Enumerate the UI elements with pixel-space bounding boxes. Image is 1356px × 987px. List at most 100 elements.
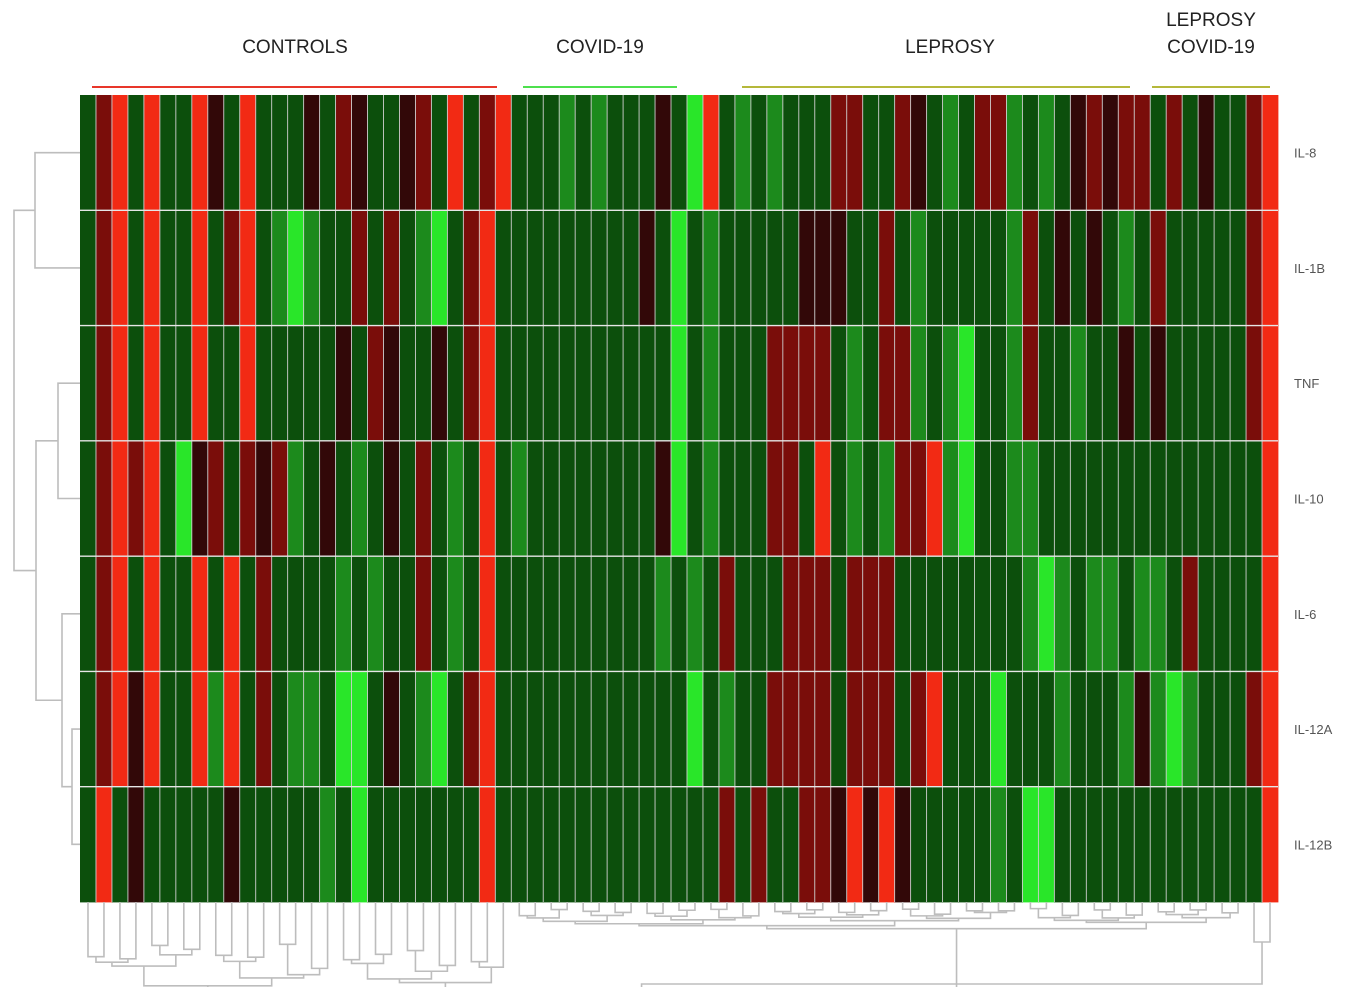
heatmap-cell-IL-6-29 [527, 556, 544, 672]
heatmap-cell-IL-12A-2 [95, 671, 113, 788]
heatmap-cell-IL-1B-14 [287, 210, 305, 326]
heatmap-cell-IL-6-32 [575, 556, 592, 672]
col-dendro-branch [366, 963, 433, 980]
heatmap-cell-IL-8-73 [1230, 95, 1247, 211]
heatmap-cell-IL-8-25 [463, 95, 480, 211]
heatmap-cell-TNF-32 [575, 325, 592, 442]
heatmap-cell-TNF-55 [942, 325, 959, 442]
heatmap-cell-TNF-60 [1022, 325, 1039, 442]
heatmap-cell-IL-6-59 [1006, 556, 1023, 672]
heatmap-cell-IL-1B-3 [111, 210, 129, 326]
heatmap-cell-IL-8-11 [239, 95, 257, 211]
heatmap-cell-IL-6-15 [303, 556, 320, 672]
heatmap-cell-IL-10-5 [143, 440, 161, 557]
heatmap-cell-IL-6-2 [95, 556, 113, 672]
col-dendro-branch [1029, 902, 1048, 910]
heatmap-cell-IL-12A-51 [878, 671, 896, 788]
heatmap-cell-IL-8-1 [80, 95, 97, 211]
heatmap-cell-IL-12B-7 [175, 786, 193, 903]
heatmap-cell-IL-12B-48 [830, 786, 848, 903]
heatmap-cell-IL-1B-21 [399, 210, 416, 326]
col-dendro-branch [310, 902, 329, 970]
heatmap-cell-IL-12B-4 [127, 786, 145, 903]
heatmap-cell-IL-8-6 [159, 95, 177, 211]
heatmap-cell-IL-10-30 [543, 440, 560, 557]
heatmap-cell-IL-1B-1 [80, 210, 97, 326]
heatmap-cell-IL-6-68 [1150, 556, 1167, 672]
heatmap-cell-IL-12B-13 [271, 786, 289, 903]
heatmap-cell-IL-12A-53 [910, 671, 927, 788]
heatmap-cell-IL-6-69 [1166, 556, 1183, 672]
row-dendro-branch [61, 612, 80, 788]
heatmap-cell-TNF-34 [607, 325, 624, 442]
heatmap-cell-IL-6-23 [431, 556, 448, 672]
heatmap-cell-TNF-21 [399, 325, 416, 442]
heatmap-cell-IL-10-15 [303, 440, 320, 557]
heatmap-cell-TNF-38 [671, 325, 688, 442]
heatmap-cell-IL-10-29 [527, 440, 544, 557]
heatmap-cell-IL-12B-63 [1070, 786, 1087, 903]
heatmap-cell-IL-10-68 [1150, 440, 1167, 557]
heatmap-cell-IL-8-50 [862, 95, 880, 211]
col-dendro-branch [159, 945, 193, 956]
heatmap-cell-IL-12A-19 [367, 671, 384, 788]
col-dendro-branch [470, 902, 489, 963]
heatmap-cell-IL-10-34 [607, 440, 624, 557]
heatmap-cell-IL-1B-45 [782, 210, 800, 326]
heatmap-cell-IL-6-58 [990, 556, 1007, 672]
heatmap-cell-IL-12A-72 [1214, 671, 1231, 788]
heatmap-cell-IL-12A-13 [271, 671, 289, 788]
heatmap-cell-IL-6-4 [127, 556, 145, 672]
heatmap-cell-TNF-63 [1070, 325, 1087, 442]
heatmap-cell-IL-8-23 [431, 95, 448, 211]
col-dendro-branch [933, 902, 952, 915]
heatmap-cell-IL-8-7 [175, 95, 193, 211]
heatmap-cell-IL-12B-58 [990, 786, 1007, 903]
heatmap-cell-IL-8-61 [1038, 95, 1055, 211]
row-label-il-6: IL-6 [1294, 607, 1316, 622]
heatmap-cell-IL-12B-2 [95, 786, 113, 903]
heatmap-cell-IL-6-33 [591, 556, 608, 672]
heatmap-cell-IL-8-36 [639, 95, 656, 211]
heatmap-cell-IL-10-10 [223, 440, 241, 557]
heatmap-cell-IL-12B-51 [878, 786, 896, 903]
heatmap-cell-IL-6-11 [239, 556, 257, 672]
heatmap-cell-IL-1B-23 [431, 210, 448, 326]
heatmap-cell-IL-10-61 [1038, 440, 1055, 557]
heatmap-cell-IL-6-45 [782, 556, 800, 672]
heatmap-cell-IL-12B-35 [623, 786, 640, 903]
heatmap-cell-IL-12A-11 [239, 671, 257, 788]
heatmap-cell-IL-10-72 [1214, 440, 1231, 557]
heatmap-cell-IL-8-75 [1262, 95, 1279, 211]
col-dendro-branch [640, 942, 1263, 987]
heatmap-cell-IL-10-50 [862, 440, 880, 557]
col-dendro-branch [342, 902, 361, 961]
heatmap-cell-IL-1B-16 [319, 210, 336, 326]
heatmap-cell-IL-12B-75 [1262, 786, 1279, 903]
heatmap-cell-IL-1B-6 [159, 210, 177, 326]
heatmap-cell-IL-10-16 [319, 440, 336, 557]
row-dendro-branch [71, 728, 80, 846]
heatmap-cell-IL-6-12 [255, 556, 273, 672]
col-dendro-branch [278, 902, 297, 946]
heatmap-cell-TNF-47 [814, 325, 832, 442]
heatmap-cell-TNF-29 [527, 325, 544, 442]
heatmap-cell-IL-1B-67 [1134, 210, 1151, 326]
heatmap-cell-IL-12B-12 [255, 786, 273, 903]
heatmap-cell-TNF-1 [80, 325, 97, 442]
heatmap-cell-IL-12A-35 [623, 671, 640, 788]
heatmap-cell-TNF-71 [1198, 325, 1215, 442]
heatmap-cell-IL-6-8 [191, 556, 209, 672]
heatmap-cell-TNF-61 [1038, 325, 1055, 442]
heatmap-cell-IL-12B-62 [1054, 786, 1071, 903]
heatmap-cell-IL-10-73 [1230, 440, 1247, 557]
heatmap-cell-IL-10-40 [702, 440, 720, 557]
heatmap-cell-IL-1B-70 [1182, 210, 1199, 326]
heatmap-cell-IL-10-22 [415, 440, 432, 557]
heatmap-cell-IL-10-39 [686, 440, 704, 557]
heatmap-cell-IL-12B-70 [1182, 786, 1199, 903]
heatmap-cell-IL-1B-42 [734, 210, 752, 326]
col-dendro-branch [246, 902, 265, 958]
heatmap-cell-IL-12B-29 [527, 786, 544, 903]
heatmap-cell-IL-12B-45 [782, 786, 800, 903]
